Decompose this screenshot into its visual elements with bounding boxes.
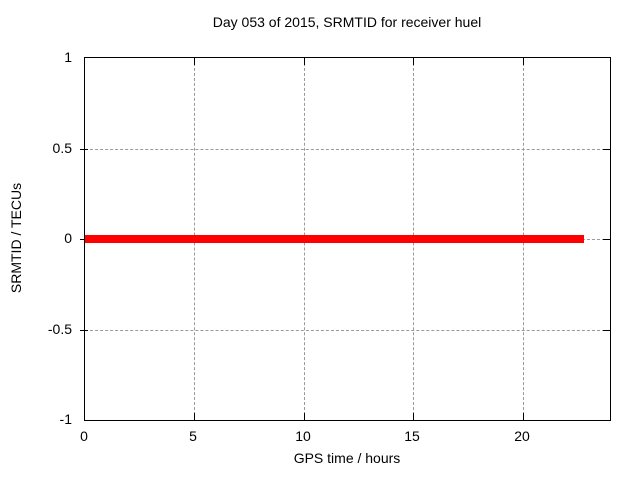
series-line-srmtid bbox=[85, 235, 584, 243]
x-tick-mark-top bbox=[304, 58, 305, 65]
x-tick-mark-bottom bbox=[523, 413, 524, 420]
y-tick-mark-left bbox=[80, 330, 88, 331]
x-axis-label: GPS time / hours bbox=[293, 450, 401, 466]
x-tick-label: 5 bbox=[189, 428, 197, 444]
y-tick-mark-left bbox=[80, 149, 88, 150]
y-tick-label: 0 bbox=[64, 230, 72, 246]
chart-title: Day 053 of 2015, SRMTID for receiver hue… bbox=[212, 14, 482, 30]
x-tick-label: 15 bbox=[404, 428, 420, 444]
y-tick-label: 0.5 bbox=[52, 140, 72, 156]
y-tick-mark-right bbox=[603, 239, 610, 240]
x-tick-mark-top bbox=[194, 58, 195, 65]
plot-area bbox=[80, 57, 611, 421]
y-tick-label: -1 bbox=[59, 411, 72, 427]
y-tick-mark-right bbox=[603, 330, 610, 331]
grid-line-horizontal bbox=[85, 149, 610, 150]
x-tick-mark-bottom bbox=[304, 413, 305, 420]
x-tick-mark-bottom bbox=[413, 413, 414, 420]
x-tick-label: 10 bbox=[295, 428, 311, 444]
grid-line-horizontal bbox=[85, 330, 610, 331]
x-tick-mark-top bbox=[523, 58, 524, 65]
y-tick-label: 1 bbox=[64, 49, 72, 65]
x-tick-label: 20 bbox=[514, 428, 530, 444]
x-tick-label: 0 bbox=[80, 428, 88, 444]
y-tick-mark-right bbox=[603, 149, 610, 150]
x-tick-mark-bottom bbox=[194, 413, 195, 420]
y-tick-mark-left bbox=[80, 239, 88, 240]
y-tick-label: -0.5 bbox=[47, 321, 72, 337]
x-tick-mark-top bbox=[413, 58, 414, 65]
